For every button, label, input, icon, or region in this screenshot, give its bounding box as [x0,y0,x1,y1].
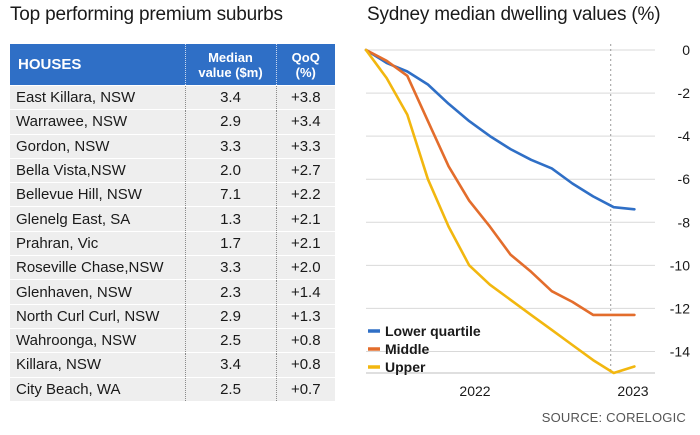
y-tick-label: 0 [682,42,690,58]
legend-label: Lower quartile [385,323,481,339]
table-row: Roseville Chase,NSW 3.3 +2.0 [10,255,335,280]
table-body: East Killara, NSW 3.4 +3.8 Warrawee, NSW 2.9… [10,84,335,401]
suburb-name-cell: Glenelg East, SA [10,206,185,232]
table-row: East Killara, NSW 3.4 +3.8 [10,84,335,110]
x-tick-label: 2023 [617,383,648,399]
table-row: Wahroonga, NSW 2.5 +0.8 [10,327,335,353]
header-houses: HOUSES [10,44,185,86]
y-tick-label: -4 [678,128,691,144]
table-row: Prahran, Vic 1.7 +2.1 [10,230,335,256]
table-row: Glenhaven, NSW 2.3 +1.4 [10,279,335,305]
table-row: Glenelg East, SA 1.3 +2.1 [10,206,335,232]
qoq-change-cell: +2.0 [275,255,335,280]
qoq-change-cell: +3.8 [275,84,335,110]
qoq-change-cell: +2.1 [275,206,335,232]
suburb-name-cell: City Beach, WA [10,376,185,401]
table-row: Warrawee, NSW 2.9 +3.4 [10,109,335,135]
suburb-name-cell: Killara, NSW [10,352,185,378]
y-tick-label: -14 [670,343,690,359]
table-header-row: HOUSES Median value ($m) QoQ (%) [10,44,335,86]
suburb-name-cell: Gordon, NSW [10,133,185,159]
median-value-cell: 1.7 [184,230,276,256]
median-value-cell: 7.1 [184,182,276,207]
header-median-value: Median value ($m) [184,44,276,86]
median-value-cell: 3.4 [184,84,276,110]
median-value-cell: 3.4 [184,352,276,378]
suburb-name-cell: North Curl Curl, NSW [10,303,185,329]
qoq-change-cell: +0.8 [275,327,335,353]
suburb-name-cell: Roseville Chase,NSW [10,255,185,280]
left-panel-title: Top performing premium suburbs [10,4,283,25]
qoq-change-cell: +0.8 [275,352,335,378]
legend-label: Middle [385,341,430,357]
y-tick-label: -2 [678,85,691,101]
table-row: City Beach, WA 2.5 +0.7 [10,376,335,401]
table-row: Bellevue Hill, NSW 7.1 +2.2 [10,182,335,207]
header-median-line2: value ($m) [198,64,263,80]
median-value-cell: 2.0 [184,157,276,183]
qoq-change-cell: +1.4 [275,279,335,305]
median-value-cell: 1.3 [184,206,276,232]
suburb-name-cell: Bella Vista,NSW [10,157,185,183]
qoq-change-cell: +2.1 [275,230,335,256]
suburb-name-cell: Warrawee, NSW [10,109,185,135]
median-value-cell: 3.3 [184,133,276,159]
qoq-change-cell: +2.2 [275,182,335,207]
y-tick-label: -12 [670,300,690,316]
x-tick-label: 2022 [459,383,490,399]
series-line-upper [364,48,636,375]
series-line-lower-quartile [364,48,636,211]
median-value-cell: 2.9 [184,109,276,135]
qoq-change-cell: +0.7 [275,376,335,401]
table-row: Bella Vista,NSW 2.0 +2.7 [10,157,335,183]
premium-suburbs-table: HOUSES Median value ($m) QoQ (%) East Ki… [10,44,335,401]
header-qoq-line2: (%) [295,64,316,80]
y-tick-label: -8 [678,214,691,230]
median-value-cell: 2.3 [184,279,276,305]
median-value-cell: 2.9 [184,303,276,329]
chart-title: Sydney median dwelling values (%) [367,4,661,25]
qoq-change-cell: +3.4 [275,109,335,135]
qoq-change-cell: +3.3 [275,133,335,159]
median-value-cell: 2.5 [184,376,276,401]
suburb-name-cell: Bellevue Hill, NSW [10,182,185,207]
header-median-line1: Median [208,49,253,65]
y-tick-label: -6 [678,171,691,187]
source-credit: SOURCE: CORELOGIC [541,410,686,425]
suburb-name-cell: Wahroonga, NSW [10,327,185,353]
qoq-change-cell: +1.3 [275,303,335,329]
suburb-name-cell: East Killara, NSW [10,84,185,110]
y-tick-label: -10 [670,257,690,273]
legend-label: Upper [385,359,426,375]
series-line-middle [364,48,636,317]
table-row: Gordon, NSW 3.3 +3.3 [10,133,335,159]
table-row: North Curl Curl, NSW 2.9 +1.3 [10,303,335,329]
table-row: Killara, NSW 3.4 +0.8 [10,352,335,378]
median-value-cell: 2.5 [184,327,276,353]
qoq-change-cell: +2.7 [275,157,335,183]
suburb-name-cell: Glenhaven, NSW [10,279,185,305]
suburb-name-cell: Prahran, Vic [10,230,185,256]
header-qoq-line1: QoQ [291,49,320,65]
median-value-cell: 3.3 [184,255,276,280]
header-qoq: QoQ (%) [275,44,335,86]
